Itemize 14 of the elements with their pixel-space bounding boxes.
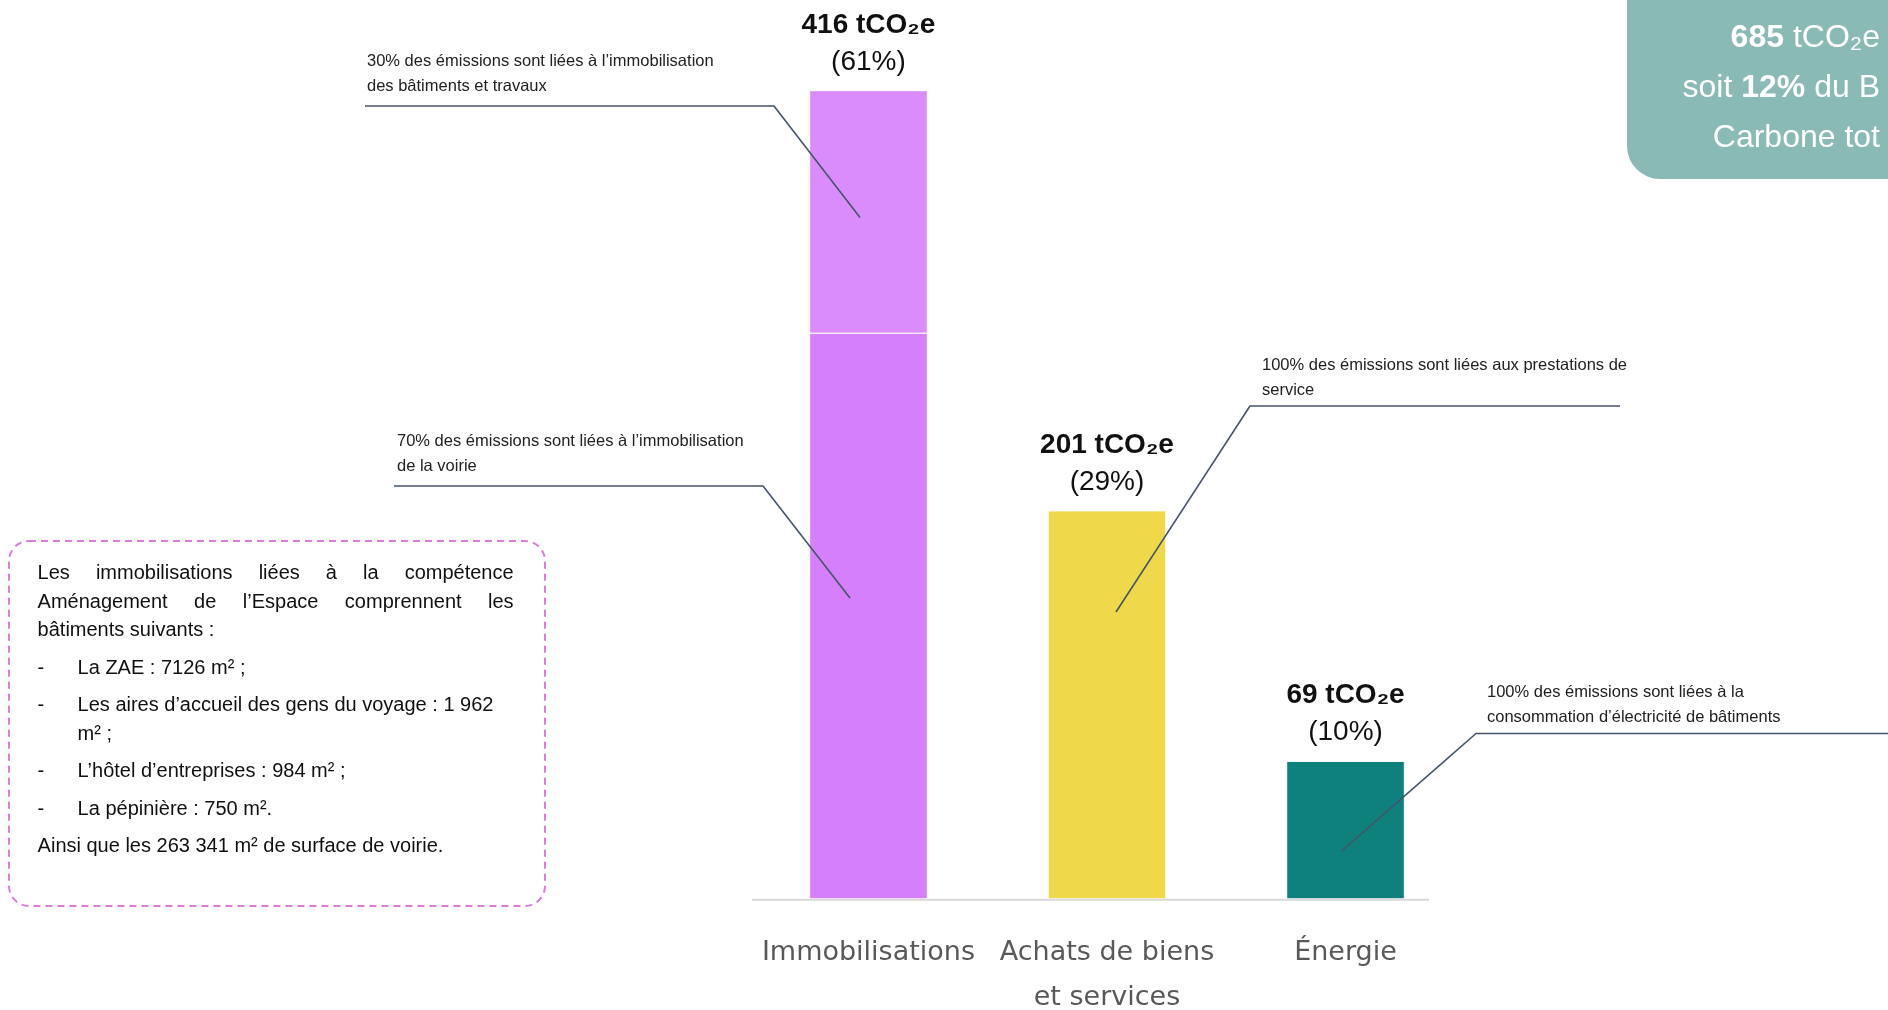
text: Les immobilisations liées à la compétence Aménagement de l’Espace comprennent les bâtiments suivants : - La ZAE : 7126 m² ; - Les aires d’accueil des gens du voyage : 1 962 m² ; - L’hôtel d’entreprises : 984 m² ; - La pépinière : 750 m². Ainsi que les 263 341 m² de surface de voirie. [37,561,514,856]
annotation: 100% des émissions sont liées aux prestations de service [1262,355,1628,398]
total-label: 416 tCO₂e (61%) [801,7,936,76]
text: 70% des émissions sont liées à l’immobilisation de la voirie [397,431,744,474]
bar [1047,510,1167,900]
x-tick-label: Achats de biens et services [999,935,1215,1010]
text: 30% des émissions sont liées à l’immobilisation des bâtiments et travaux [367,50,714,94]
bar [1286,760,1405,900]
text: 685 tCO₂e soit 12% du B Carbone tot [1682,17,1880,154]
total-label: 201 tCO₂e (29%) [1040,427,1174,496]
text: 100% des émissions sont liées à la consommation d’électricité de bâtiments [1487,682,1781,725]
total-label: 69 tCO₂e (10%) [1286,678,1405,747]
x-tick-label: Énergie [1294,935,1397,966]
x-tick-label: Immobilisations [761,935,976,966]
